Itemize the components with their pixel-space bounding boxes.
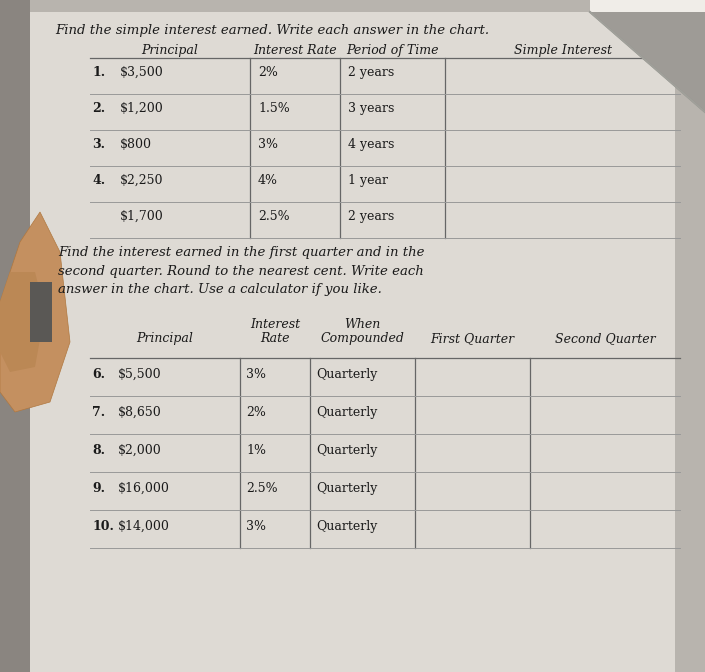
Text: $2,250: $2,250: [120, 174, 164, 187]
Text: $800: $800: [120, 138, 152, 151]
Text: 4 years: 4 years: [348, 138, 394, 151]
Text: First Quarter: First Quarter: [431, 332, 515, 345]
Text: Second Quarter: Second Quarter: [555, 332, 656, 345]
Text: Quarterly: Quarterly: [316, 444, 377, 457]
Polygon shape: [0, 212, 70, 412]
Text: 3.: 3.: [92, 138, 105, 151]
Text: $1,200: $1,200: [120, 102, 164, 115]
Text: 2%: 2%: [258, 66, 278, 79]
Text: 8.: 8.: [92, 444, 105, 457]
Text: 4.: 4.: [92, 174, 105, 187]
Text: Quarterly: Quarterly: [316, 482, 377, 495]
Text: Find the interest earned in the first quarter and in the
second quarter. Round t: Find the interest earned in the first qu…: [58, 246, 424, 296]
Text: $1,700: $1,700: [120, 210, 164, 223]
Text: 2%: 2%: [246, 406, 266, 419]
Text: 3%: 3%: [246, 520, 266, 533]
Text: 3%: 3%: [246, 368, 266, 381]
Text: $3,500: $3,500: [120, 66, 164, 79]
Text: 7.: 7.: [92, 406, 105, 419]
FancyBboxPatch shape: [30, 282, 52, 342]
FancyBboxPatch shape: [30, 12, 675, 672]
Text: 2.5%: 2.5%: [246, 482, 278, 495]
Polygon shape: [590, 12, 705, 112]
Text: $14,000: $14,000: [118, 520, 170, 533]
Text: 2.5%: 2.5%: [258, 210, 290, 223]
Text: Principal: Principal: [142, 44, 198, 57]
Text: $5,500: $5,500: [118, 368, 161, 381]
Text: When: When: [344, 318, 381, 331]
Text: $16,000: $16,000: [118, 482, 170, 495]
Text: Quarterly: Quarterly: [316, 520, 377, 533]
Text: 4%: 4%: [258, 174, 278, 187]
Text: 3%: 3%: [258, 138, 278, 151]
Polygon shape: [0, 272, 45, 372]
Text: Interest Rate: Interest Rate: [253, 44, 337, 57]
Text: Period of Time: Period of Time: [346, 44, 439, 57]
Text: 2 years: 2 years: [348, 66, 394, 79]
Polygon shape: [590, 0, 705, 12]
Text: 10.: 10.: [92, 520, 114, 533]
Text: 9.: 9.: [92, 482, 105, 495]
Text: 1%: 1%: [246, 444, 266, 457]
Text: Rate: Rate: [260, 332, 290, 345]
Text: 6.: 6.: [92, 368, 105, 381]
Text: $8,650: $8,650: [118, 406, 161, 419]
Text: Find the simple interest earned. Write each answer in the chart.: Find the simple interest earned. Write e…: [55, 24, 489, 37]
Text: 1.5%: 1.5%: [258, 102, 290, 115]
Text: 1 year: 1 year: [348, 174, 388, 187]
FancyBboxPatch shape: [0, 0, 30, 672]
Text: $2,000: $2,000: [118, 444, 161, 457]
Text: Compounded: Compounded: [321, 332, 405, 345]
Text: Quarterly: Quarterly: [316, 406, 377, 419]
Text: 3 years: 3 years: [348, 102, 394, 115]
Text: Quarterly: Quarterly: [316, 368, 377, 381]
Text: 2 years: 2 years: [348, 210, 394, 223]
Text: Simple Interest: Simple Interest: [513, 44, 611, 57]
Text: 2.: 2.: [92, 102, 105, 115]
Text: Interest: Interest: [250, 318, 300, 331]
Text: Principal: Principal: [137, 332, 193, 345]
Text: 1.: 1.: [92, 66, 105, 79]
